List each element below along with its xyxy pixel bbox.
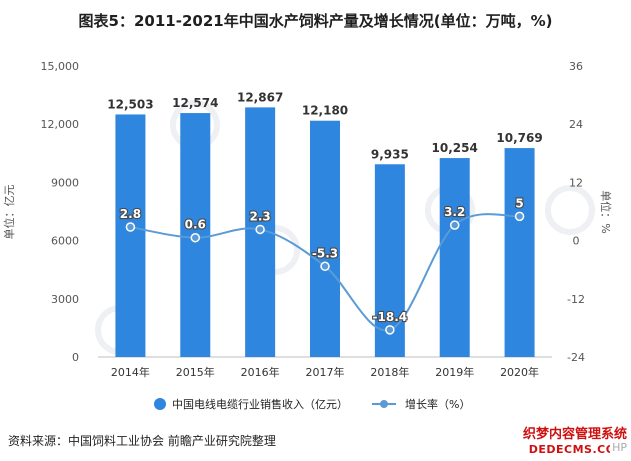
legend-bar-swatch [154, 398, 166, 410]
data-labels: 12,503 12,574 12,867 12,180 9,935 10,254 10,76… [107, 90, 542, 325]
y-tick-label: 3000 [51, 293, 79, 306]
line-point [125, 222, 136, 232]
line-point [190, 232, 201, 243]
y-tick-label: 0 [72, 351, 79, 364]
x-tick-label: 2018年 [370, 365, 409, 379]
bar-series [115, 107, 535, 358]
legend-bar-label: 中国电线电缆行业销售收入（亿元） [172, 397, 348, 411]
line-value-label: -18.4 [373, 310, 408, 324]
y-tick-label: 9000 [51, 176, 79, 189]
bar-value-label: 9,935 [371, 147, 409, 161]
bar [504, 148, 535, 357]
line-point [514, 211, 525, 222]
axes: 0 3000 6000 9000 12,000 15,000 -24 -12 0 12 24 36 单位… [2, 60, 613, 379]
bar [115, 114, 146, 357]
line-point [320, 261, 330, 272]
line-point [449, 220, 460, 230]
x-tick-label: 2015年 [176, 365, 215, 379]
y2-tick-label: 0 [573, 235, 580, 248]
line-value-label: 2.8 [120, 207, 141, 221]
y2-axis-title: 单位：% [599, 190, 613, 233]
line-series [125, 211, 525, 335]
chart-title: 图表5：2011-2021年中国水产饲料产量及增长情况(单位：万吨，%) [78, 12, 553, 30]
source-note: 资料来源：中国饲料工业协会 前瞻产业研究院整理 [8, 434, 276, 448]
y2-tick-label: 24 [569, 118, 583, 131]
y-tick-label: 12,000 [41, 118, 80, 131]
y-tick-label: 6000 [51, 235, 79, 248]
legend-line-marker [380, 400, 388, 408]
x-tick-label: 2019年 [435, 365, 474, 379]
y2-tick-label: 36 [569, 60, 583, 73]
bar-value-label: 10,254 [432, 141, 478, 155]
line-point [385, 325, 395, 335]
line-value-label: -5.3 [312, 246, 338, 260]
line-value-label: 2.3 [250, 209, 271, 223]
stamp-line-3: HP [610, 440, 627, 455]
legend-line-label: 增长率（%） [405, 397, 470, 411]
bar-value-label: 12,180 [302, 104, 348, 118]
bar-value-label: 12,867 [237, 90, 283, 104]
bar [439, 158, 470, 357]
bar-value-label: 12,574 [172, 96, 218, 110]
x-tick-label: 2016年 [241, 365, 280, 379]
line-value-label: 5 [515, 196, 523, 210]
bar [374, 164, 405, 357]
legend: 中国电线电缆行业销售收入（亿元） 增长率（%） [154, 397, 470, 411]
x-tick-label: 2017年 [306, 365, 345, 379]
y2-tick-label: 12 [569, 176, 583, 189]
y2-tick-label: -12 [567, 293, 585, 306]
y-axis-title: 单位：亿元 [2, 185, 16, 240]
watermark-logo [545, 185, 595, 235]
bar-value-label: 10,769 [496, 131, 542, 145]
bar-value-label: 12,503 [107, 97, 153, 111]
stamp-line-2: DEDECMS.COM [528, 443, 627, 456]
x-tick-label: 2020年 [500, 365, 539, 379]
bar [310, 120, 340, 357]
line-value-label: 3.2 [444, 205, 465, 219]
stamp-line-1: 织梦内容管理系统 [522, 427, 627, 442]
line-value-label: 0.6 [185, 218, 206, 232]
y-tick-label: 15,000 [41, 60, 80, 73]
x-tick-label: 2014年 [111, 365, 150, 379]
watermark-stamp: 织梦内容管理系统 DEDECMS.COM HP [523, 427, 627, 457]
line-point [255, 224, 265, 235]
y2-tick-label: -24 [567, 351, 585, 364]
